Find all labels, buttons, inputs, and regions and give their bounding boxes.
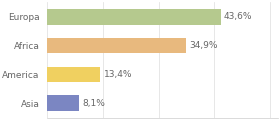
Text: 13,4%: 13,4% [104, 70, 132, 79]
Bar [47, 66, 101, 82]
Bar [47, 9, 221, 24]
Text: 8,1%: 8,1% [83, 99, 105, 108]
Text: 43,6%: 43,6% [224, 12, 252, 21]
Bar [47, 38, 186, 54]
Text: 34,9%: 34,9% [189, 41, 218, 50]
Bar [47, 96, 79, 111]
